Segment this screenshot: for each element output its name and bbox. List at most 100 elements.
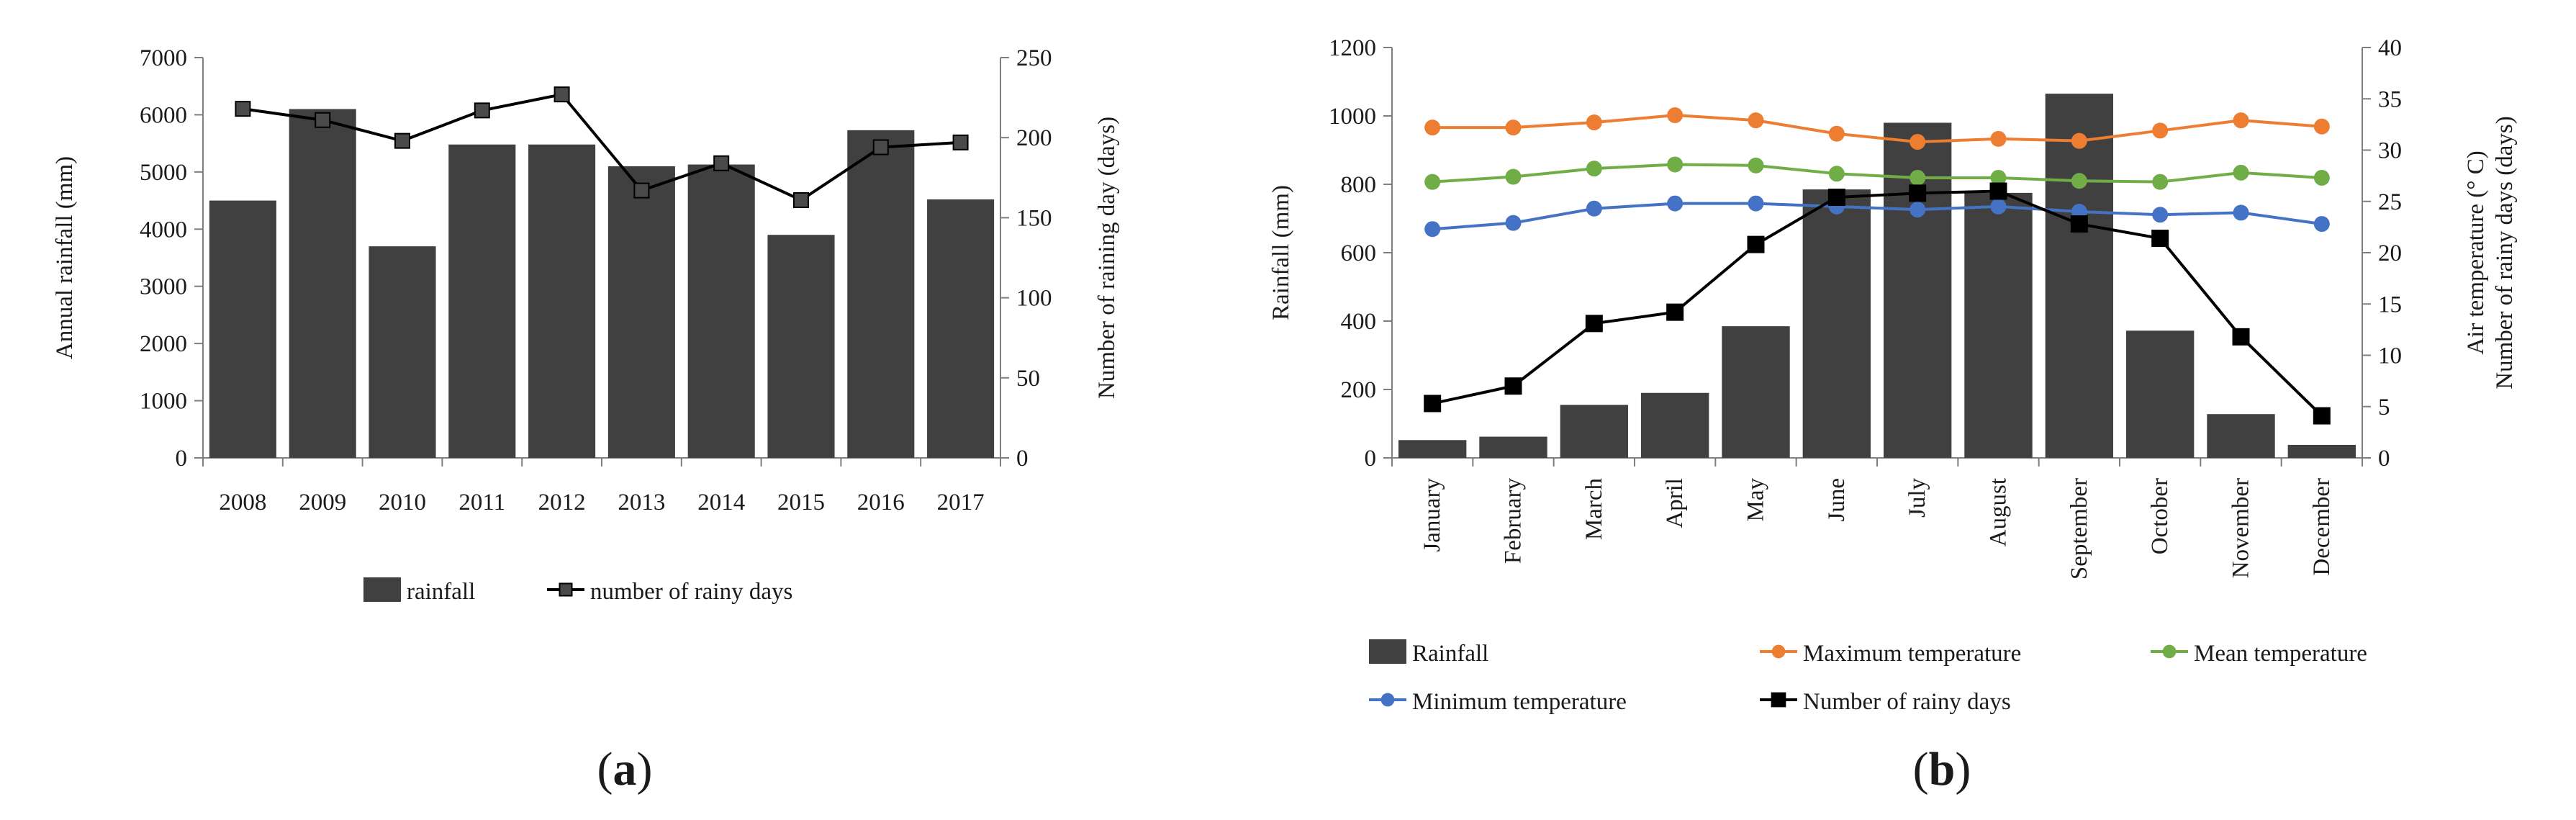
y-tick-label-left: 0: [176, 446, 188, 472]
x-tick-label: April: [1662, 478, 1688, 528]
y-axis-title-right: Number of raining day (days): [1094, 117, 1120, 399]
point-marker: [1424, 221, 1441, 238]
legend-label: Number of rainy days: [1803, 689, 2011, 715]
point-marker: [2071, 132, 2087, 149]
y-tick-label-left: 1000: [140, 389, 187, 415]
point-marker: [1748, 112, 1764, 129]
point-marker: [2070, 215, 2088, 233]
point-marker: [793, 192, 809, 208]
series-line: [243, 92, 961, 202]
bar: [2287, 444, 2356, 458]
x-tick-label: March: [1581, 478, 1607, 541]
x-tick-label: 2012: [538, 490, 586, 515]
bar: [448, 144, 516, 458]
y-tick-label-right: 35: [2378, 86, 2402, 112]
y-axis-title-left: Annual rainfall (mm): [52, 156, 78, 359]
bar: [1964, 192, 2033, 458]
y-tick-label-right: 15: [2378, 292, 2402, 317]
legend-label: Minimum temperature: [1412, 689, 1627, 715]
x-tick-label: July: [1904, 478, 1930, 518]
point-marker: [2152, 207, 2169, 223]
x-tick-label: 2009: [299, 490, 346, 515]
y-tick-label-right: 10: [2378, 343, 2402, 369]
bar: [209, 200, 276, 458]
y-tick-label-left: 400: [1341, 309, 1377, 335]
legend-marker: [2162, 644, 2177, 659]
point-marker: [1828, 166, 1845, 182]
y-axis-title-right-2: Number of rainy days (days): [2492, 116, 2518, 389]
legend-label: Rainfall: [1412, 641, 1488, 667]
point-marker: [1990, 198, 2007, 215]
bar: [2207, 414, 2275, 458]
point-marker: [553, 86, 570, 103]
x-tick-label: November: [2228, 478, 2254, 578]
y-tick-label-right: 200: [1016, 125, 1052, 151]
bar: [289, 109, 356, 458]
point-marker: [1424, 174, 1441, 190]
series-line: [1432, 202, 2323, 231]
point-marker: [1909, 184, 1927, 202]
x-tick-label: 2015: [777, 490, 825, 515]
point-marker: [2152, 174, 2169, 190]
bar: [528, 144, 596, 458]
point-marker: [1828, 125, 1845, 142]
x-tick-label: 2016: [857, 490, 905, 515]
point-marker: [2233, 204, 2249, 221]
y-tick-label-right: 5: [2378, 395, 2390, 420]
panel-label: (b): [1913, 743, 1971, 796]
x-tick-label: 2011: [458, 490, 505, 515]
y-axis-title-left: Rainfall (mm): [1268, 185, 1294, 320]
point-marker: [1747, 235, 1765, 253]
point-marker: [1424, 120, 1441, 136]
legend-label: Mean temperature: [2194, 641, 2367, 667]
legend-marker: [1771, 692, 1786, 708]
y-tick-label-left: 6000: [140, 102, 187, 128]
point-marker: [1505, 168, 1522, 185]
bar: [1398, 440, 1467, 458]
bar: [767, 235, 835, 458]
point-marker: [2313, 169, 2330, 186]
bar: [847, 130, 915, 459]
point-marker: [1910, 134, 1926, 150]
y-tick-label-right: 25: [2378, 189, 2402, 215]
y-tick-label-right: 50: [1016, 366, 1040, 392]
point-marker: [2313, 216, 2330, 233]
point-marker: [1586, 161, 1602, 177]
y-tick-label-right: 0: [1016, 446, 1029, 472]
legend-label: number of rainy days: [590, 579, 792, 605]
point-marker: [315, 112, 331, 128]
bar: [927, 199, 995, 458]
point-marker: [2313, 118, 2330, 135]
point-marker: [1910, 202, 1926, 218]
x-tick-label: 2014: [697, 490, 745, 515]
point-marker: [1910, 169, 1926, 186]
legend-marker: [1771, 644, 1786, 659]
point-marker: [394, 132, 410, 149]
x-tick-label: February: [1501, 478, 1527, 564]
x-tick-label: September: [2066, 478, 2092, 580]
bar: [1802, 189, 1871, 458]
y-tick-label-right: 40: [2378, 35, 2402, 61]
legend-marker: [1380, 693, 1395, 707]
point-marker: [872, 139, 889, 156]
point-marker: [2233, 164, 2249, 181]
y-tick-label-left: 7000: [140, 45, 187, 71]
bar: [1560, 405, 1629, 458]
point-marker: [1504, 377, 1522, 395]
y-tick-label-left: 2000: [140, 331, 187, 357]
series-line: [1432, 189, 2323, 418]
point-marker: [2313, 407, 2331, 425]
legend-swatch: [363, 577, 401, 602]
point-marker: [1586, 114, 1602, 131]
point-marker: [1585, 315, 1603, 333]
x-tick-label: December: [2309, 478, 2335, 576]
bar: [369, 246, 436, 458]
x-tick-label: 2013: [618, 490, 665, 515]
point-marker: [2152, 122, 2169, 139]
x-tick-label: 2010: [379, 490, 426, 515]
point-marker: [1424, 395, 1442, 413]
point-marker: [235, 101, 251, 117]
y-tick-label-left: 5000: [140, 160, 187, 186]
point-marker: [474, 102, 490, 119]
